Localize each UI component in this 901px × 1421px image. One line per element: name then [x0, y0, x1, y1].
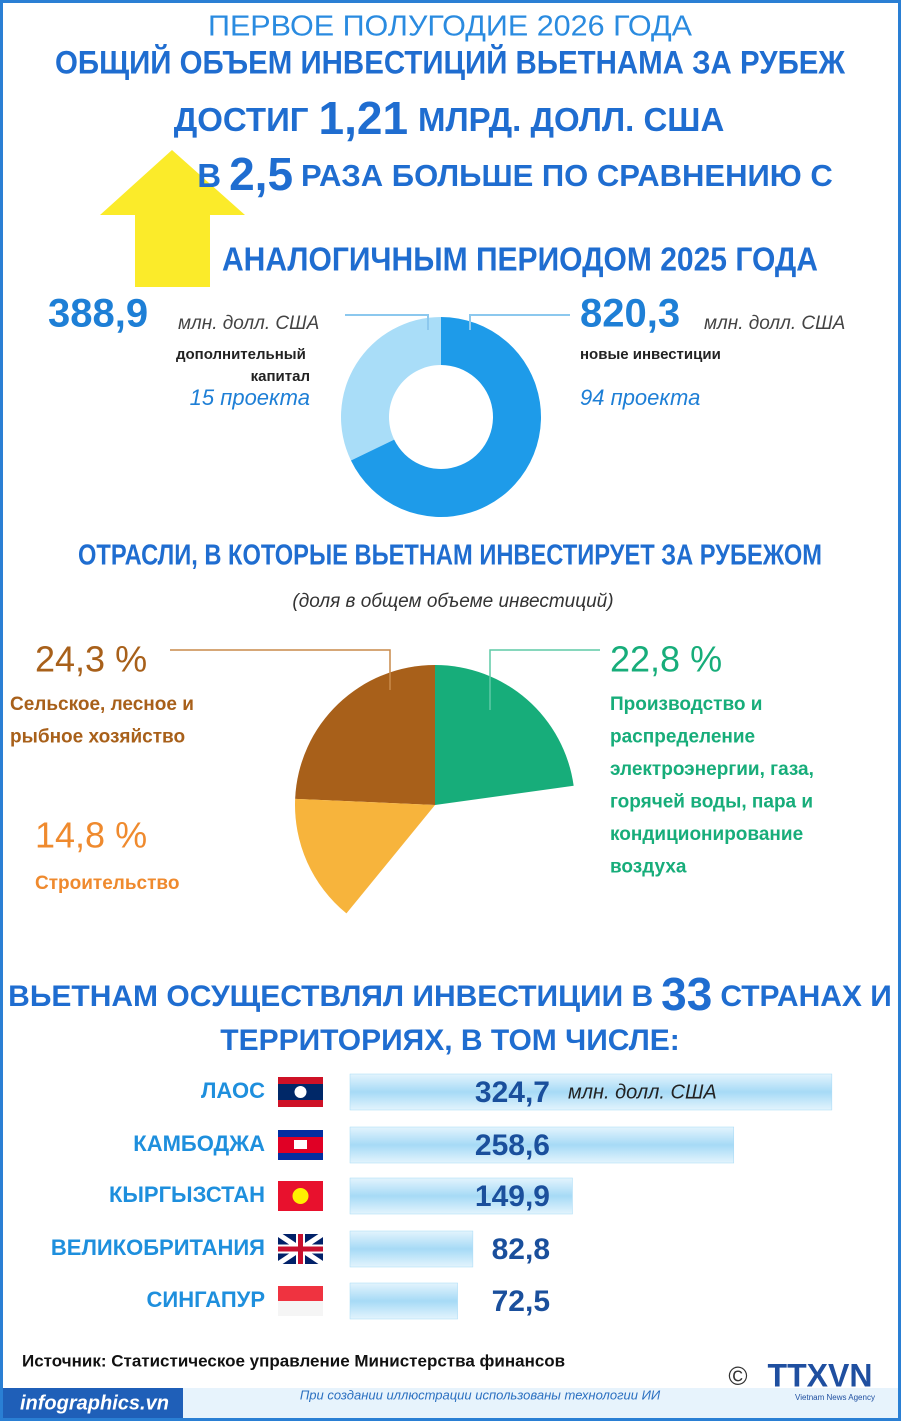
- headline-text: МЛРД. ДОЛЛ. США: [418, 101, 724, 138]
- bar-title-text: СТРАНАХ И: [720, 980, 892, 1013]
- flag-icon: [278, 1077, 323, 1107]
- bar: [349, 1073, 833, 1111]
- unit-label: млн. долл. США: [704, 313, 845, 334]
- country-label: ЛАОС: [201, 1078, 265, 1103]
- category-label: новые инвестиции: [580, 346, 721, 363]
- flag: [278, 1234, 323, 1264]
- category-label: дополнительный капитал: [176, 346, 310, 385]
- headline-number: 2,5: [229, 148, 293, 200]
- section-title: ОТРАСЛИ, В КОТОРЫЕ ВЬЕТНАМ ИНВЕСТИРУЕТ З…: [78, 540, 822, 572]
- flag-icon: [278, 1130, 323, 1160]
- flag: [278, 1286, 323, 1301]
- bar-title-number: 33: [661, 968, 712, 1020]
- ai-note: При создании иллюстрации использованы те…: [300, 1387, 661, 1402]
- value-label: 388,9: [48, 292, 148, 336]
- headline-1: ДОСТИГ 1,21 МЛРД. ДОЛЛ. США: [174, 92, 725, 144]
- main-title: ОБЩИЙ ОБЪЕМ ИНВЕСТИЦИЙ ВЬЕТНАМА ЗА РУБЕЖ: [55, 44, 846, 80]
- source: Источник: Статистическое управление Мини…: [22, 1351, 565, 1370]
- logo: TTXVN: [768, 1357, 873, 1393]
- bar-title: ВЬЕТНАМ ОСУЩЕСТВЛЯЛ ИНВЕСТИЦИИ В 33 СТРАНА…: [8, 968, 892, 1020]
- value-label: 72,5: [492, 1285, 550, 1318]
- flag-icon: [278, 1181, 323, 1211]
- value-label: 22,8 %: [610, 639, 722, 680]
- leader-line: [469, 314, 570, 330]
- site: infographics.vn: [20, 1392, 169, 1414]
- flag-icon: [276, 1231, 325, 1267]
- value-label: 14,8 %: [35, 815, 147, 856]
- projects-label: 94 проекта: [580, 385, 700, 410]
- footer-site-bg: [3, 1388, 183, 1418]
- value-label: 24,3 %: [35, 639, 147, 680]
- section-subtitle: (доля в общем объеме инвестиций): [292, 591, 613, 612]
- headline-text: В: [197, 157, 221, 194]
- leader-line: [489, 649, 600, 710]
- country-label: СИНГАПУР: [147, 1287, 265, 1312]
- country-label: КАМБОДЖА: [133, 1131, 265, 1156]
- flag: [294, 1140, 307, 1149]
- category-label: Производство и распределение электроэнер…: [610, 694, 819, 878]
- bar: [349, 1126, 735, 1164]
- projects-label: 15 проекта: [190, 385, 310, 410]
- leader-line: [345, 314, 429, 330]
- up-arrow: [100, 150, 245, 287]
- flag: [292, 1188, 309, 1204]
- category-label: Строительство: [35, 873, 179, 894]
- headline-text: РАЗА БОЛЬШЕ ПО СРАВНЕНИЮ С: [301, 158, 833, 193]
- value-label: 258,6: [475, 1129, 550, 1162]
- bar: [349, 1177, 573, 1215]
- bar: [349, 1230, 474, 1268]
- logo-sub: Vietnam News Agency: [795, 1393, 875, 1402]
- headline-3: АНАЛОГИЧНЫМ ПЕРИОДОМ 2025 ГОДА: [222, 241, 818, 278]
- pie-slice: [435, 665, 574, 805]
- period: ПЕРВОЕ ПОЛУГОДИЕ 2026 ГОДА: [208, 11, 693, 43]
- pie-slice: [295, 665, 435, 805]
- pie-slice: [294, 798, 435, 914]
- country-label: КЫРГЫЗСТАН: [109, 1182, 265, 1207]
- leader-line: [170, 649, 391, 690]
- headline-2: В 2,5 РАЗА БОЛЬШЕ ПО СРАВНЕНИЮ С: [197, 148, 832, 200]
- category-label: Сельское, лесное и рыбное хозяйство: [10, 694, 199, 748]
- bar-title-2: ТЕРРИТОРИЯХ, В ТОМ ЧИСЛЕ:: [220, 1024, 680, 1057]
- value-label: 324,7: [475, 1076, 550, 1109]
- flag: [294, 1086, 307, 1098]
- headline-number: 1,21: [319, 92, 409, 144]
- value-label: 82,8: [492, 1233, 550, 1266]
- unit-label: млн. долл. США: [178, 313, 319, 334]
- donut-segment: [350, 316, 541, 517]
- unit-label: млн. долл. США: [568, 1081, 717, 1103]
- copyright: ©: [728, 1361, 747, 1391]
- bar-title-text: ВЬЕТНАМ ОСУЩЕСТВЛЯЛ ИНВЕСТИЦИИ В: [8, 980, 653, 1013]
- country-label: ВЕЛИКОБРИТАНИЯ: [51, 1235, 265, 1260]
- value-label: 820,3: [580, 292, 680, 336]
- flag-icon: [278, 1286, 323, 1316]
- headline-text: ДОСТИГ: [174, 101, 309, 138]
- value-label: 149,9: [475, 1180, 550, 1213]
- donut-segment: [341, 316, 441, 461]
- bar: [349, 1282, 458, 1320]
